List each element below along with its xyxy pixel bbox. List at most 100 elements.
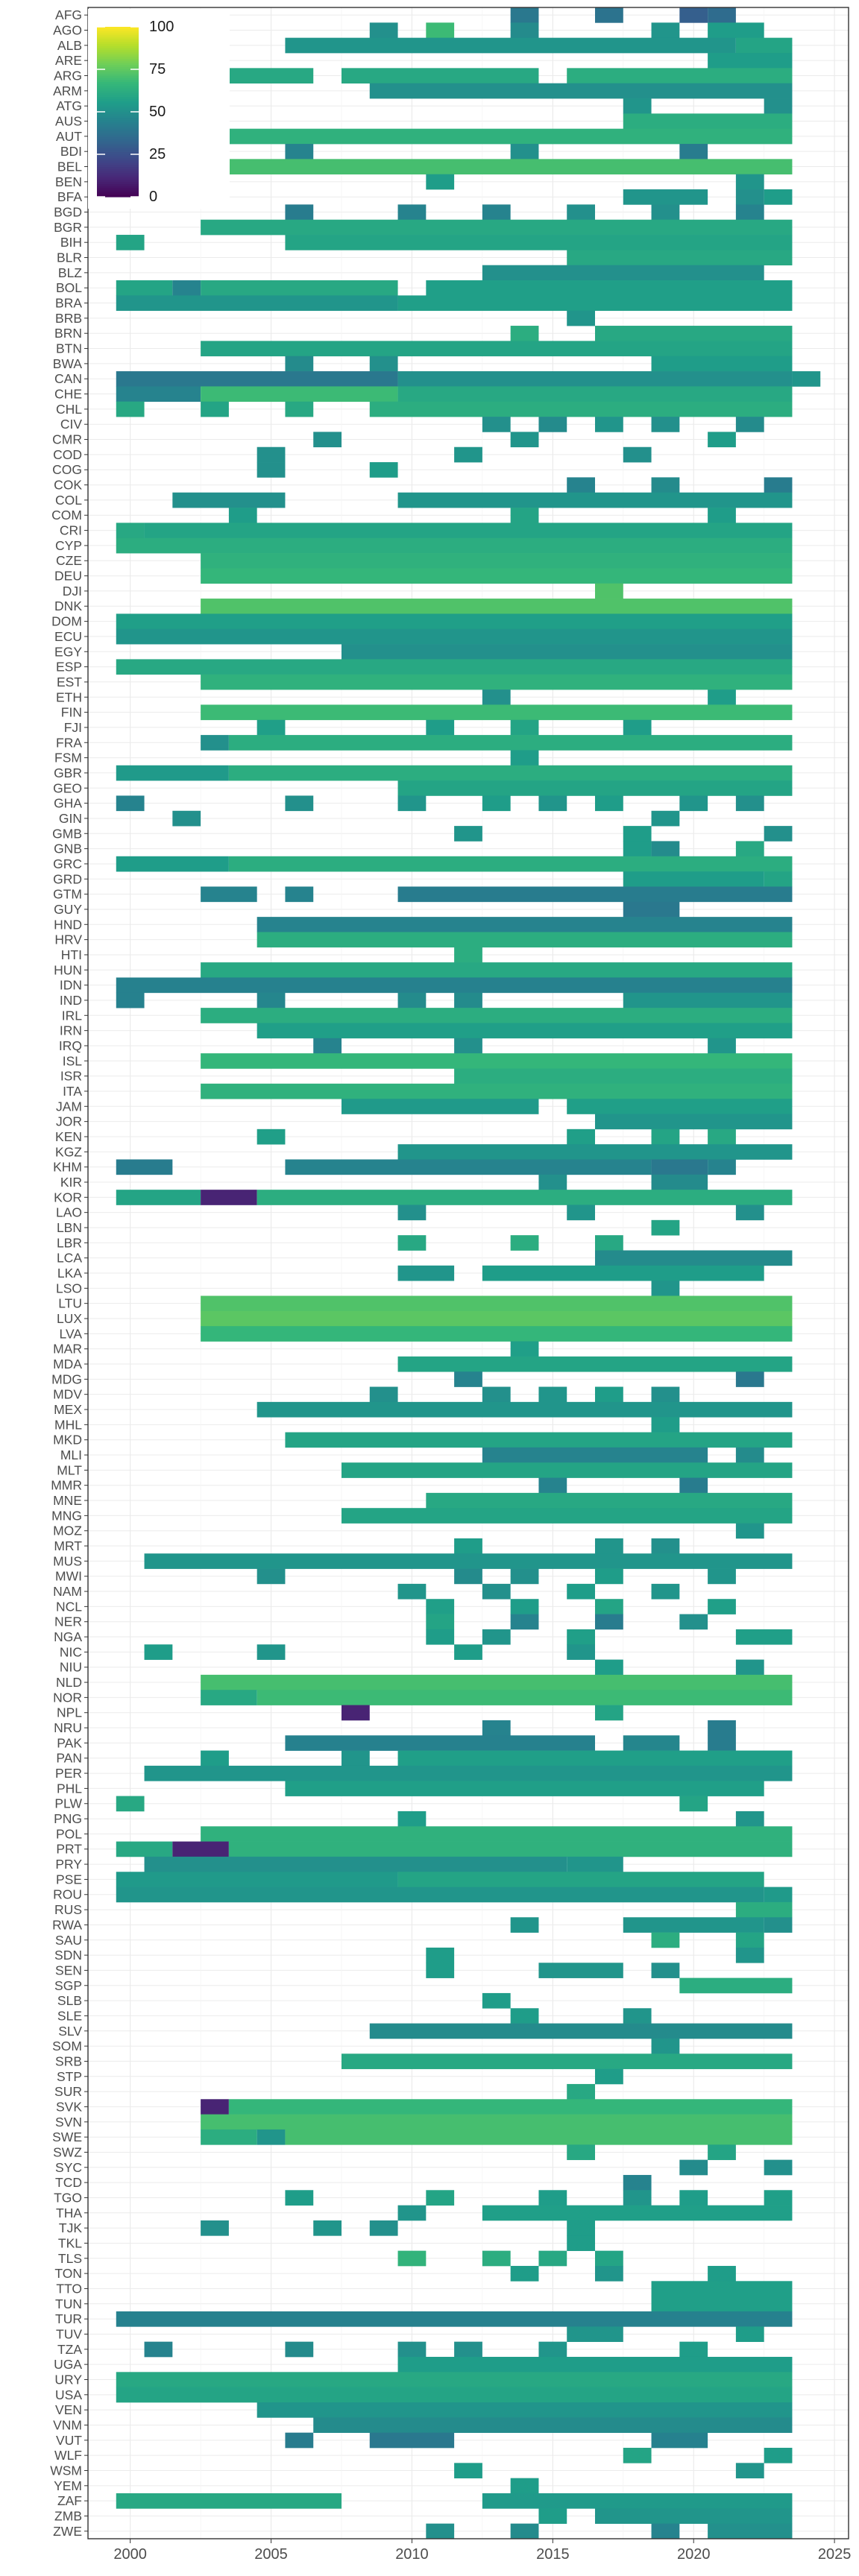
heatmap-cell bbox=[708, 689, 736, 705]
y-tick-label: YEM bbox=[54, 2478, 82, 2493]
heatmap-cell bbox=[735, 1932, 764, 1948]
heatmap-cell bbox=[116, 2311, 793, 2327]
legend-gradient-step bbox=[97, 148, 139, 151]
heatmap-cell bbox=[228, 765, 793, 781]
heatmap-cell bbox=[116, 386, 201, 402]
heatmap-cell bbox=[426, 1599, 455, 1614]
heatmap-cell bbox=[623, 826, 652, 842]
legend-tick-label: 75 bbox=[149, 61, 166, 78]
heatmap-cell bbox=[426, 280, 793, 296]
heatmap-cell bbox=[651, 2038, 680, 2054]
heatmap-cell bbox=[567, 1583, 595, 1600]
x-tick-label: 2010 bbox=[395, 2546, 429, 2563]
heatmap-cell bbox=[201, 1674, 793, 1690]
legend-gradient-step bbox=[97, 52, 139, 55]
y-axis-tick-labels: AFGAGOALBAREARGARMATGAUSAUTBDIBELBENBFAB… bbox=[50, 7, 88, 2539]
y-tick-label: SWZ bbox=[53, 2144, 82, 2159]
legend-tick-label: 100 bbox=[149, 19, 174, 35]
heatmap-cell bbox=[538, 1386, 567, 1403]
legend-gradient-step bbox=[97, 156, 139, 160]
heatmap-cell bbox=[679, 1977, 793, 1994]
heatmap-cell bbox=[144, 1553, 793, 1569]
heatmap-cell bbox=[735, 2326, 764, 2342]
legend-gradient-step bbox=[97, 88, 139, 92]
y-tick-label: ARM bbox=[53, 83, 82, 98]
y-tick-label: MKD bbox=[53, 1433, 82, 1448]
heatmap-cell bbox=[735, 204, 764, 221]
legend-gradient-step bbox=[97, 69, 139, 72]
heatmap-cell bbox=[285, 795, 314, 812]
heatmap-cell bbox=[510, 1917, 539, 1933]
y-tick-label: RUS bbox=[54, 1902, 82, 1917]
heatmap-cell bbox=[708, 1568, 736, 1585]
heatmap-cell bbox=[764, 98, 793, 114]
legend-gradient-step bbox=[97, 75, 139, 78]
heatmap-cell bbox=[510, 2478, 539, 2494]
y-tick-label: TON bbox=[54, 2266, 82, 2281]
y-tick-label: BRN bbox=[54, 326, 82, 341]
heatmap-cell bbox=[228, 2099, 793, 2115]
legend-gradient-step bbox=[97, 80, 139, 83]
legend-gradient-step bbox=[97, 183, 139, 187]
y-tick-label: ARE bbox=[55, 53, 82, 68]
y-tick-label: IND bbox=[60, 993, 82, 1008]
y-tick-label: LBN bbox=[57, 1220, 82, 1235]
y-tick-label: LVA bbox=[60, 1326, 83, 1341]
heatmap-cell bbox=[426, 1629, 455, 1645]
heatmap-cell bbox=[651, 417, 680, 432]
heatmap-cell bbox=[623, 2190, 652, 2206]
y-tick-label: MUS bbox=[53, 1553, 82, 1568]
y-tick-label: MLT bbox=[57, 1462, 82, 1477]
heatmap-cell bbox=[595, 1114, 793, 1130]
heatmap-cell bbox=[651, 1219, 680, 1236]
y-tick-label: HTI bbox=[61, 947, 82, 962]
heatmap-cell bbox=[257, 462, 286, 478]
heatmap-cell bbox=[285, 1735, 595, 1751]
legend-gradient-step bbox=[97, 67, 139, 70]
x-tick-label: 2005 bbox=[254, 2546, 288, 2563]
legend-gradient-step bbox=[97, 143, 139, 147]
legend-gradient-step bbox=[97, 182, 139, 185]
legend-gradient-step bbox=[97, 37, 139, 40]
heatmap-cell bbox=[510, 750, 539, 766]
heatmap-cell bbox=[257, 1644, 286, 1660]
y-tick-label: EST bbox=[57, 675, 82, 689]
legend-gradient-step bbox=[97, 43, 139, 47]
heatmap-cell bbox=[482, 1720, 511, 1736]
heatmap-cell bbox=[285, 37, 736, 54]
heatmap-cell bbox=[679, 144, 708, 160]
heatmap-cell bbox=[567, 1644, 595, 1660]
y-tick-label: ZAF bbox=[57, 2493, 82, 2508]
heatmap-cell bbox=[397, 780, 793, 796]
heatmap-cell bbox=[201, 280, 398, 296]
heatmap-cell bbox=[538, 795, 567, 812]
heatmap-cell bbox=[144, 2341, 173, 2358]
heatmap-cell bbox=[201, 1826, 793, 1842]
heatmap-cell bbox=[623, 1917, 764, 1933]
legend-gradient-step bbox=[97, 160, 139, 163]
heatmap-cell bbox=[397, 1872, 764, 1887]
heatmap-cell bbox=[397, 295, 793, 312]
legend-gradient-step bbox=[97, 113, 139, 117]
heatmap-cell bbox=[369, 2432, 455, 2449]
legend-gradient-step bbox=[97, 83, 139, 87]
heatmap-cell bbox=[651, 1417, 680, 1433]
y-tick-label: GTM bbox=[53, 887, 82, 902]
heatmap-cell bbox=[116, 795, 145, 812]
y-tick-label: EGY bbox=[54, 644, 82, 659]
heatmap-cell bbox=[510, 2008, 539, 2024]
heatmap-cell bbox=[708, 2144, 736, 2160]
heatmap-cell bbox=[228, 1841, 793, 1857]
heatmap-cell bbox=[257, 1568, 286, 1585]
heatmap-cell bbox=[397, 1235, 427, 1251]
heatmap-cell bbox=[369, 2023, 793, 2039]
y-tick-label: PRY bbox=[55, 1857, 82, 1872]
heatmap-cell bbox=[342, 644, 793, 660]
heatmap-cell bbox=[623, 719, 652, 736]
heatmap-cell bbox=[651, 2281, 793, 2296]
heatmap-cell bbox=[342, 68, 539, 84]
y-tick-label: DOM bbox=[51, 614, 82, 629]
legend-gradient-step bbox=[97, 95, 139, 98]
heatmap-cell bbox=[567, 1205, 595, 1221]
